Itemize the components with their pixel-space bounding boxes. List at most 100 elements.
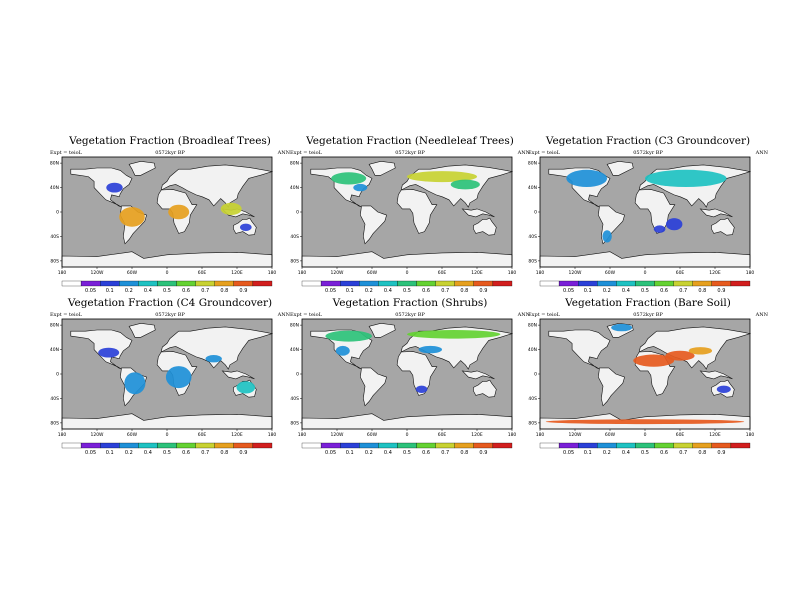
colorbar-swatch-7 [673, 280, 693, 287]
land-mass-1 [359, 367, 387, 407]
colorbar-swatch-8 [692, 442, 712, 449]
map-broadleaf-trees: 180 120W 60W 0 60E 120E 180 80N 40N 0 40S 80S 0.05 0.… [50, 156, 276, 294]
colorbar-label: 0.2 [603, 288, 611, 294]
lat-tick-label: 80N [50, 323, 59, 329]
lat-tick-label: 80N [290, 323, 299, 329]
colorbar-swatch-5 [397, 280, 417, 287]
colorbar-swatch-9 [233, 280, 254, 287]
colorbar-label: 0.5 [641, 288, 649, 294]
lon-tick-label: 120E [471, 270, 483, 276]
colorbar-label: 0.6 [422, 450, 430, 456]
lat-tick-label: 80S [50, 420, 59, 426]
colorbar-swatch-3 [359, 280, 379, 287]
colorbar-label: 0.1 [584, 450, 592, 456]
colorbar-label: 0.8 [698, 288, 706, 294]
panel-title: Vegetation Fraction (Broadleaf Trees) [69, 135, 271, 147]
colorbar-label: 0.05 [563, 288, 574, 294]
ann-label: ANN [277, 312, 290, 318]
colorbar-swatch-4 [378, 280, 398, 287]
colorbar-swatch-1 [80, 442, 101, 449]
lat-tick-label: 0 [56, 210, 59, 216]
colorbar-swatch-9 [473, 280, 494, 287]
colorbar-label: 0.1 [584, 288, 592, 294]
colorbar-swatch-6 [416, 280, 436, 287]
lat-tick-label: 80S [290, 420, 299, 426]
lat-tick-label: 0 [296, 372, 299, 378]
expt-label: Expt = teioL [50, 150, 82, 156]
lat-tick-label: 80N [528, 323, 537, 329]
period-label: 0572kyr BP [395, 312, 425, 318]
lon-tick-label: 0 [644, 270, 647, 276]
colorbar-swatch-3 [359, 442, 379, 449]
lat-tick-label: 40S [528, 396, 537, 402]
panel-c3-groundcover: Vegetation Fraction (C3 Groundcover) Exp… [528, 135, 768, 305]
colorbar-label: 0.7 [441, 450, 449, 456]
colorbar-swatch-1 [320, 280, 341, 287]
lon-tick-label: 60W [127, 270, 138, 276]
fraction-region-2 [220, 202, 242, 215]
fraction-region-3 [418, 345, 442, 354]
colorbar-label: 0.8 [460, 288, 468, 294]
lon-tick-label: 60E [676, 432, 685, 438]
lon-tick-label: 180 [746, 270, 755, 276]
panel-needleleaf-trees: Vegetation Fraction (Needleleaf Trees) E… [290, 135, 530, 305]
lon-tick-label: 120E [709, 270, 721, 276]
colorbar-label: 0.9 [479, 450, 487, 456]
colorbar-label: 0.9 [239, 288, 247, 294]
colorbar-label: 0.9 [479, 288, 487, 294]
fraction-region-3 [106, 182, 123, 193]
fraction-region-1 [645, 169, 727, 187]
fraction-region-2 [335, 345, 350, 356]
land-mass-4 [473, 217, 497, 236]
colorbar-swatch-7 [673, 442, 693, 449]
colorbar-swatch-2 [578, 280, 598, 287]
colorbar-swatch-5 [157, 442, 177, 449]
colorbar-swatch-1 [80, 280, 101, 287]
lat-tick-label: 40N [290, 347, 299, 353]
map-shrubs: 180 120W 60W 0 60E 120E 180 80N 40N 0 40S 80S 0.05 0.… [290, 318, 516, 456]
lat-tick-label: 40N [50, 347, 59, 353]
colorbar-label: 0.4 [384, 288, 392, 294]
colorbar-swatch-6 [176, 442, 196, 449]
land-mass-4 [711, 217, 735, 236]
colorbar-label: 0.05 [85, 450, 96, 456]
lat-tick-label: 80S [290, 258, 299, 264]
land-mass-7 [461, 208, 495, 218]
colorbar-swatch-6 [176, 280, 196, 287]
colorbar-swatch-3 [119, 280, 139, 287]
lon-tick-label: 60E [198, 432, 207, 438]
colorbar-swatch-1 [558, 280, 579, 287]
colorbar-label: 0.9 [717, 450, 725, 456]
colorbar-swatch-6 [416, 442, 436, 449]
ann-label: ANN [517, 150, 530, 156]
colorbar-swatch-4 [378, 442, 398, 449]
colorbar-swatch-0 [301, 280, 322, 287]
colorbar-swatch-4 [138, 442, 158, 449]
lon-tick-label: 0 [644, 432, 647, 438]
colorbar-swatch-2 [100, 442, 120, 449]
lon-tick-label: 180 [298, 270, 307, 276]
land-mass-0 [70, 167, 133, 208]
fraction-region-0 [325, 330, 372, 342]
period-label: 0572kyr BP [155, 312, 185, 318]
colorbar-label: 0.8 [220, 288, 228, 294]
lon-tick-label: 0 [166, 432, 169, 438]
panel-title: Vegetation Fraction (Bare Soil) [565, 297, 731, 309]
fraction-region-4 [205, 355, 222, 363]
fraction-region-4 [415, 385, 428, 393]
colorbar-label: 0.7 [441, 288, 449, 294]
colorbar-swatch-5 [635, 280, 655, 287]
lat-tick-label: 40S [290, 396, 299, 402]
lon-tick-label: 120E [231, 270, 243, 276]
colorbar-swatch-5 [157, 280, 177, 287]
colorbar-swatch-1 [320, 442, 341, 449]
colorbar-swatch-10 [252, 442, 273, 449]
lon-tick-label: 120W [568, 270, 582, 276]
lat-tick-label: 0 [296, 210, 299, 216]
lat-tick-label: 40S [290, 234, 299, 240]
land-mass-3 [160, 164, 274, 208]
panel-title: Vegetation Fraction (C3 Groundcover) [545, 135, 751, 147]
colorbar-swatch-10 [730, 280, 751, 287]
land-mass-7 [699, 208, 733, 218]
lat-tick-label: 40N [50, 185, 59, 191]
